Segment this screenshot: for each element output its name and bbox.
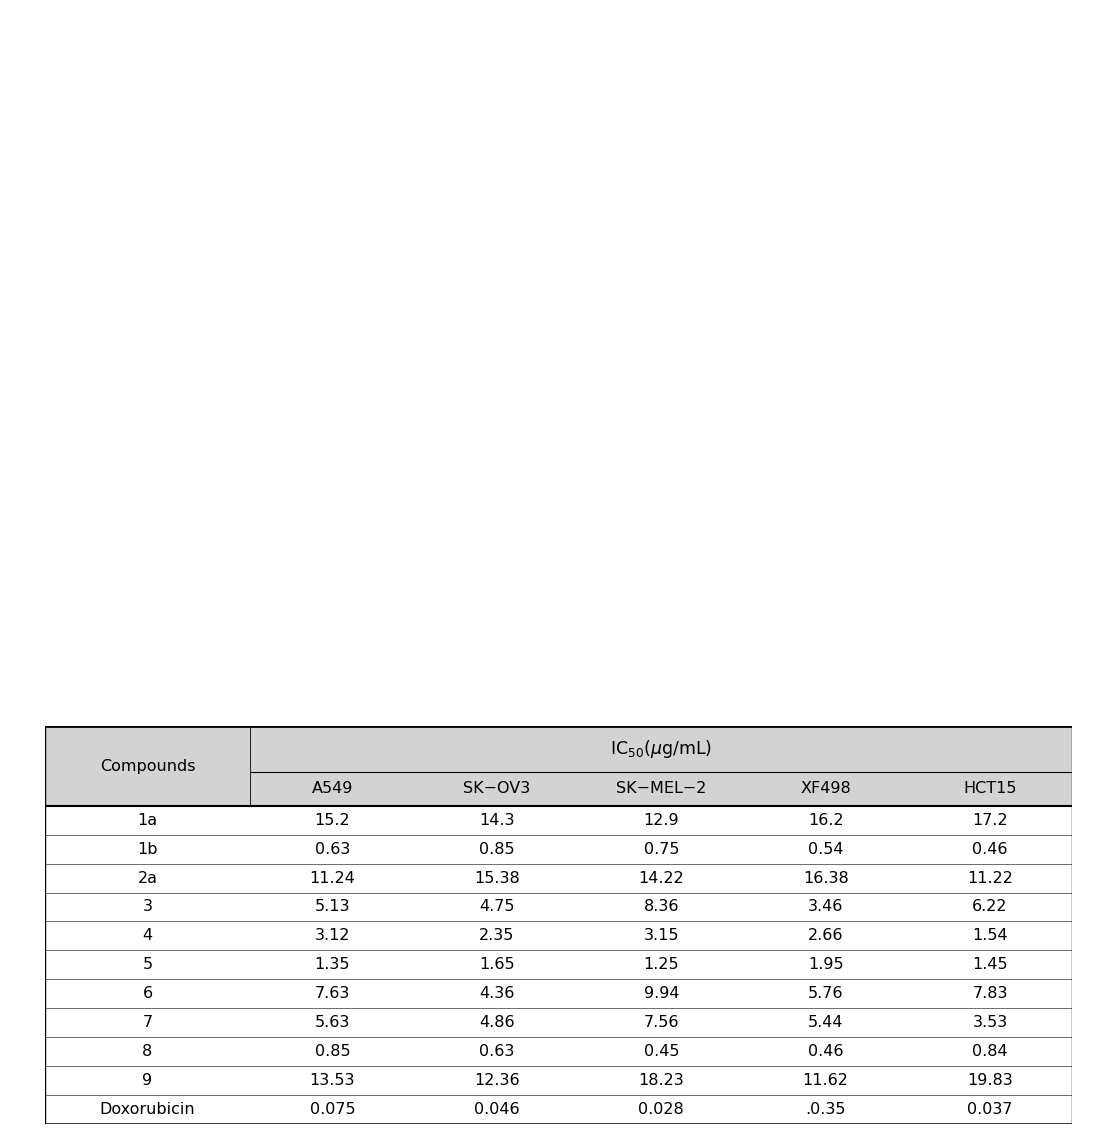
Text: 4: 4 bbox=[142, 928, 153, 943]
Polygon shape bbox=[45, 726, 250, 806]
Text: 1.45: 1.45 bbox=[972, 957, 1008, 973]
Text: 5.13: 5.13 bbox=[315, 899, 350, 915]
Text: 7.83: 7.83 bbox=[973, 986, 1008, 1001]
Text: 13.53: 13.53 bbox=[309, 1073, 355, 1087]
Text: 0.63: 0.63 bbox=[479, 1044, 515, 1059]
Polygon shape bbox=[250, 772, 1072, 806]
Text: 8: 8 bbox=[142, 1044, 153, 1059]
Text: 0.63: 0.63 bbox=[315, 842, 350, 857]
Text: 0.84: 0.84 bbox=[972, 1044, 1008, 1059]
Text: 4.75: 4.75 bbox=[479, 899, 515, 915]
Text: 2a: 2a bbox=[137, 871, 157, 885]
Text: 1.35: 1.35 bbox=[315, 957, 350, 973]
Text: 12.36: 12.36 bbox=[474, 1073, 519, 1087]
Text: SK−OV3: SK−OV3 bbox=[464, 782, 531, 797]
Text: 3.53: 3.53 bbox=[973, 1015, 1008, 1031]
Text: 0.028: 0.028 bbox=[639, 1102, 684, 1117]
Text: Doxorubicin: Doxorubicin bbox=[99, 1102, 195, 1117]
Text: 14.22: 14.22 bbox=[639, 871, 684, 885]
Text: 9.94: 9.94 bbox=[643, 986, 679, 1001]
Text: 14.3: 14.3 bbox=[479, 813, 515, 827]
Text: 3.46: 3.46 bbox=[808, 899, 843, 915]
Text: 6: 6 bbox=[142, 986, 153, 1001]
Text: 15.38: 15.38 bbox=[474, 871, 519, 885]
Text: HCT15: HCT15 bbox=[963, 782, 1016, 797]
Text: 3.15: 3.15 bbox=[643, 928, 679, 943]
Text: 0.46: 0.46 bbox=[973, 842, 1008, 857]
Text: 4.36: 4.36 bbox=[479, 986, 515, 1001]
Text: 11.22: 11.22 bbox=[967, 871, 1013, 885]
Text: 2.66: 2.66 bbox=[808, 928, 843, 943]
Text: 12.9: 12.9 bbox=[643, 813, 679, 827]
Text: 5.44: 5.44 bbox=[808, 1015, 843, 1031]
Text: .0.35: .0.35 bbox=[805, 1102, 846, 1117]
Text: 0.54: 0.54 bbox=[808, 842, 843, 857]
Text: 0.85: 0.85 bbox=[315, 1044, 351, 1059]
Text: 6.22: 6.22 bbox=[973, 899, 1008, 915]
Text: 11.24: 11.24 bbox=[309, 871, 355, 885]
Text: 1.54: 1.54 bbox=[972, 928, 1008, 943]
Text: A549: A549 bbox=[312, 782, 353, 797]
Text: 3: 3 bbox=[143, 899, 152, 915]
Text: Compounds: Compounds bbox=[99, 758, 195, 774]
Text: IC$_{50}$($\mu$g/mL): IC$_{50}$($\mu$g/mL) bbox=[610, 738, 713, 760]
Text: 2.35: 2.35 bbox=[479, 928, 515, 943]
Text: 1.25: 1.25 bbox=[643, 957, 679, 973]
Text: 1a: 1a bbox=[137, 813, 157, 827]
Text: 0.75: 0.75 bbox=[643, 842, 679, 857]
Text: 4.86: 4.86 bbox=[479, 1015, 515, 1031]
Text: SK−MEL−2: SK−MEL−2 bbox=[617, 782, 706, 797]
Polygon shape bbox=[250, 726, 1072, 772]
Text: 0.45: 0.45 bbox=[643, 1044, 679, 1059]
Text: 8.36: 8.36 bbox=[643, 899, 679, 915]
Text: 0.037: 0.037 bbox=[967, 1102, 1013, 1117]
Text: 5.76: 5.76 bbox=[808, 986, 843, 1001]
Text: 16.38: 16.38 bbox=[803, 871, 849, 885]
Text: 0.46: 0.46 bbox=[808, 1044, 843, 1059]
Text: 5: 5 bbox=[142, 957, 153, 973]
Text: 1b: 1b bbox=[137, 842, 157, 857]
Text: XF498: XF498 bbox=[800, 782, 851, 797]
Text: 0.85: 0.85 bbox=[479, 842, 515, 857]
Text: 16.2: 16.2 bbox=[808, 813, 843, 827]
Text: 7: 7 bbox=[142, 1015, 153, 1031]
Text: 19.83: 19.83 bbox=[967, 1073, 1013, 1087]
Text: 9: 9 bbox=[142, 1073, 153, 1087]
Text: 5.63: 5.63 bbox=[315, 1015, 350, 1031]
Text: 15.2: 15.2 bbox=[315, 813, 351, 827]
Text: 1.95: 1.95 bbox=[808, 957, 843, 973]
Text: 0.075: 0.075 bbox=[309, 1102, 355, 1117]
Text: 11.62: 11.62 bbox=[803, 1073, 849, 1087]
Text: 0.046: 0.046 bbox=[474, 1102, 519, 1117]
Text: 7.56: 7.56 bbox=[643, 1015, 679, 1031]
Text: 18.23: 18.23 bbox=[639, 1073, 684, 1087]
Text: 7.63: 7.63 bbox=[315, 986, 350, 1001]
Text: 17.2: 17.2 bbox=[972, 813, 1008, 827]
Text: 3.12: 3.12 bbox=[315, 928, 350, 943]
Text: 1.65: 1.65 bbox=[479, 957, 515, 973]
